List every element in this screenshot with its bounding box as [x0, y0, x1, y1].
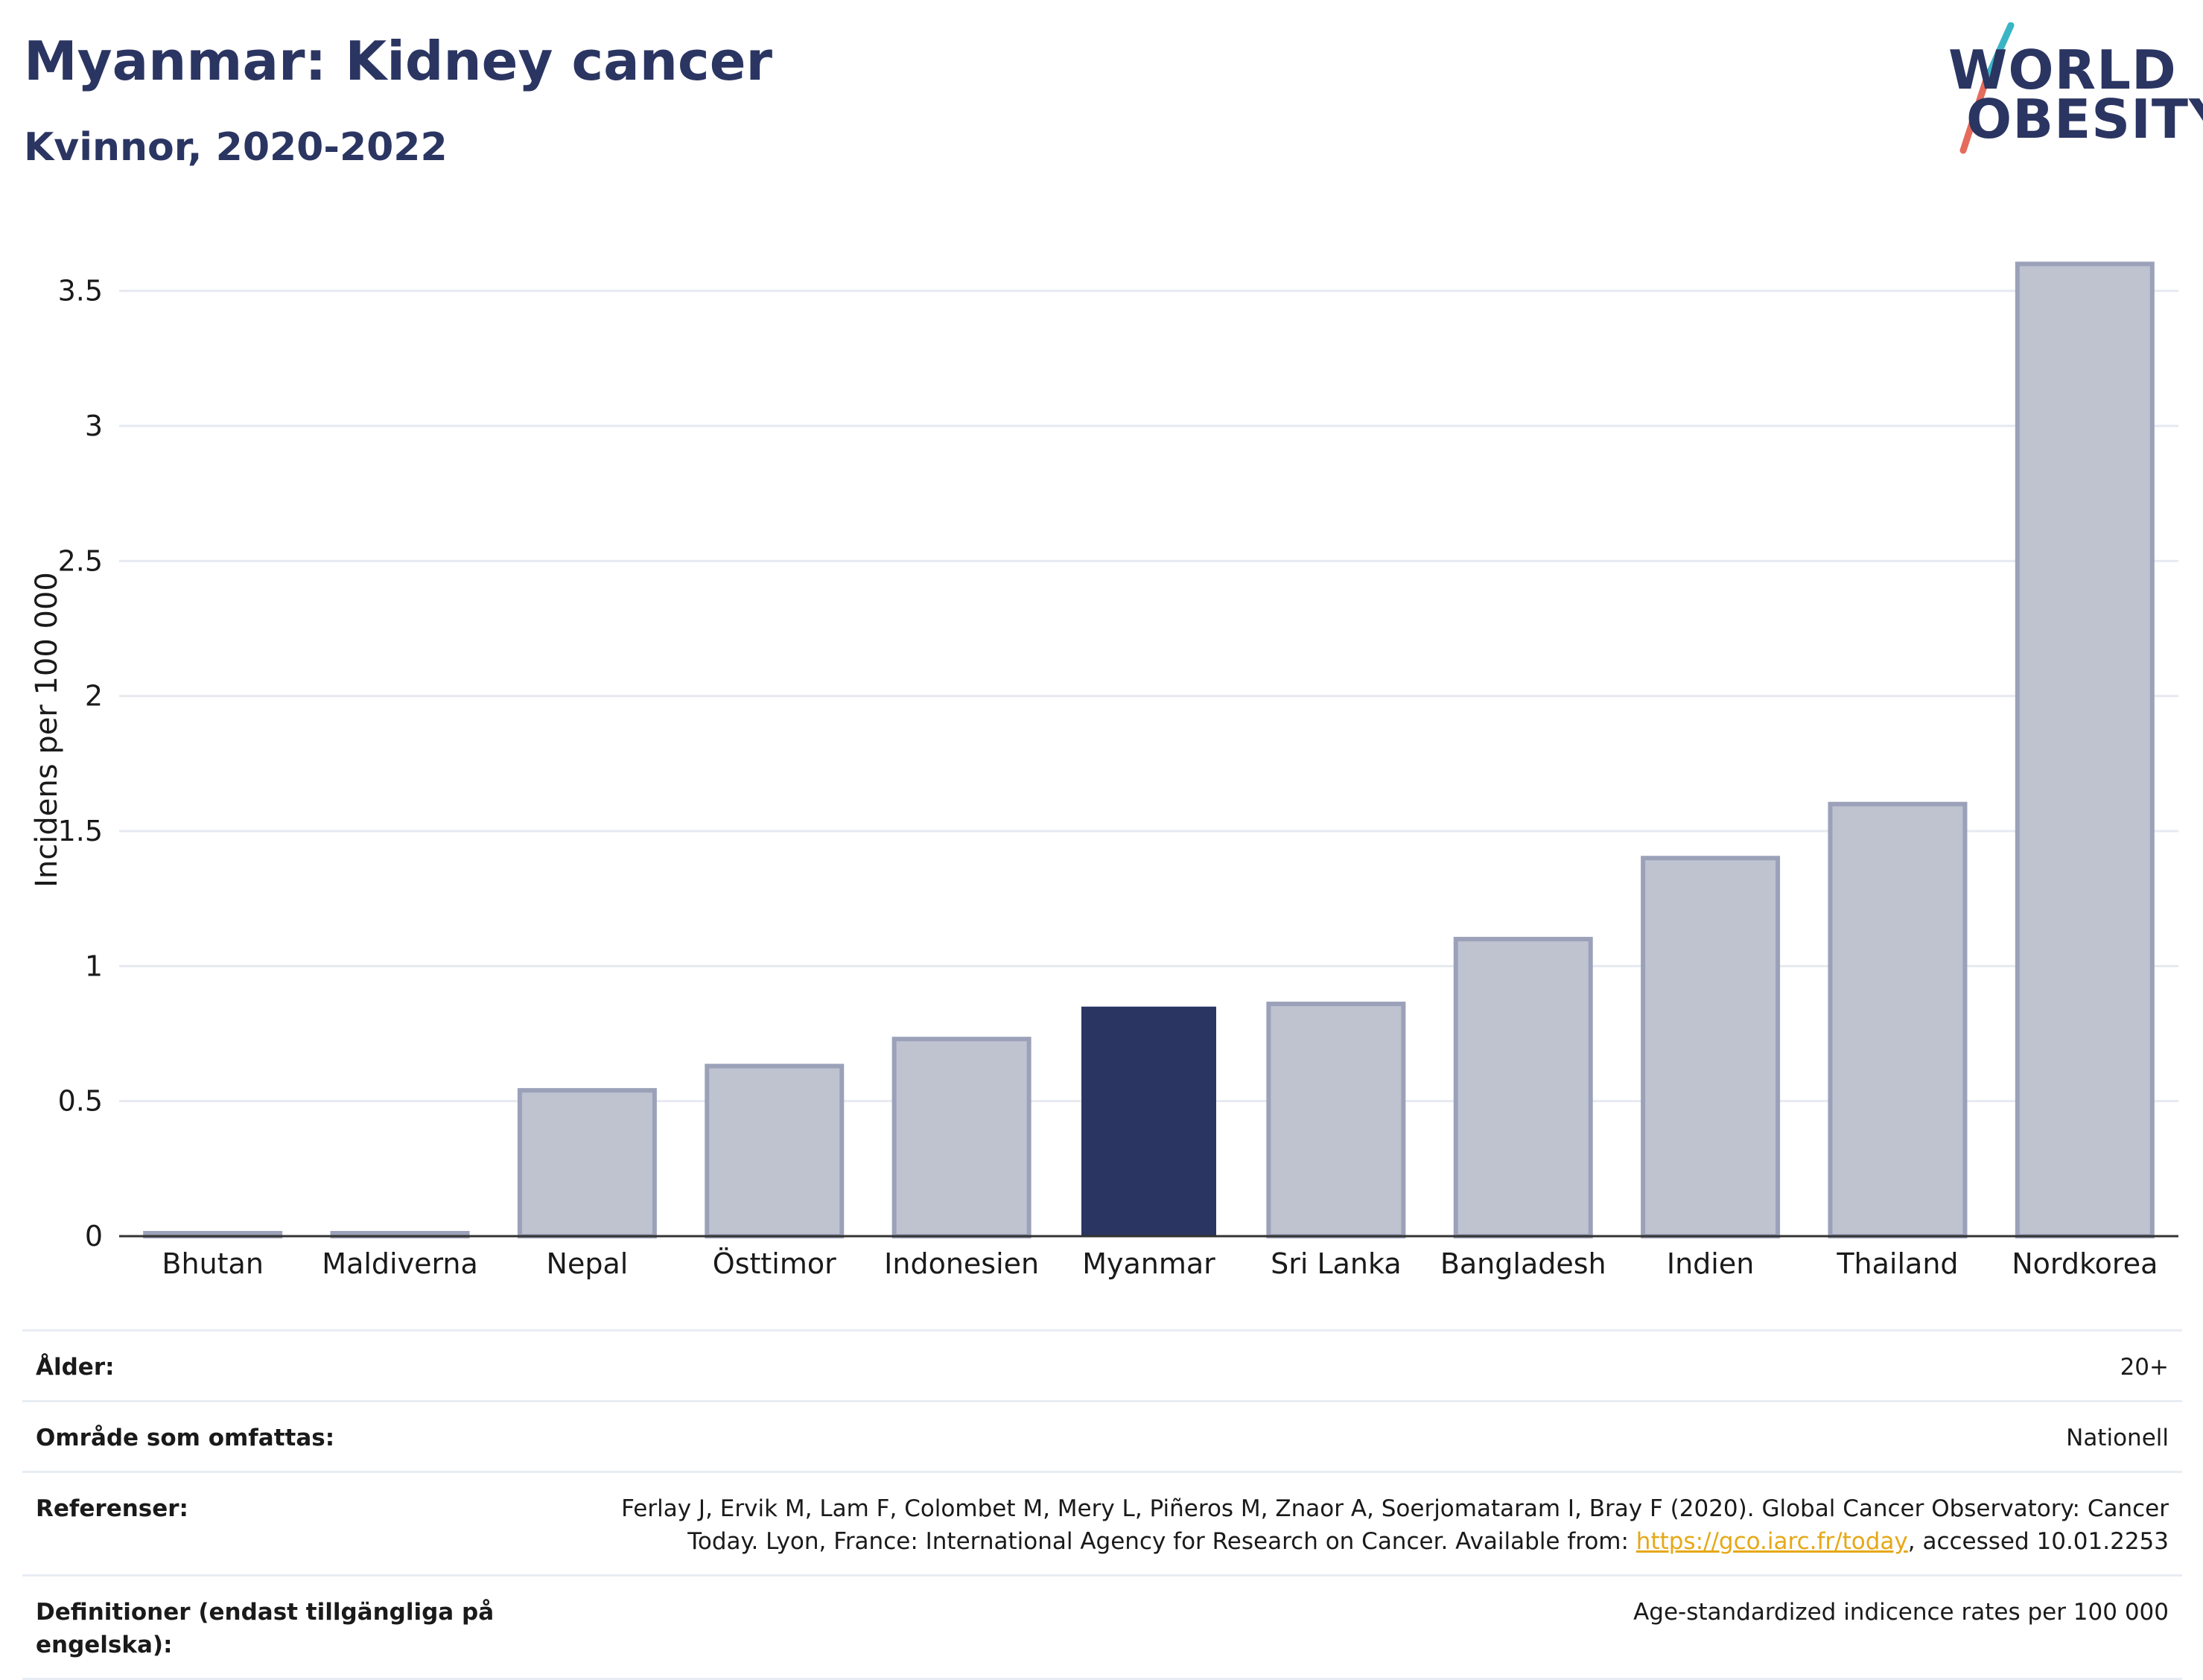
info-row-area: Område som omfattas: Nationell — [22, 1400, 2182, 1471]
bar — [1641, 856, 1781, 1238]
reference-link[interactable]: https://gco.iarc.fr/today — [1635, 1528, 1908, 1555]
x-tick-label: Bhutan — [162, 1247, 264, 1280]
info-value: Age-standardized indicence rates per 100… — [1633, 1599, 2169, 1626]
bar — [1266, 1002, 1406, 1239]
x-tick-label: Nepal — [547, 1247, 629, 1280]
x-tick-label: Myanmar — [1082, 1247, 1215, 1280]
bar-highlight — [1081, 1006, 1216, 1236]
world-obesity-logo: WORLD OBESITY — [1936, 22, 2203, 164]
info-value: Ferlay J, Ervik M, Lam F, Colombet M, Me… — [568, 1492, 2169, 1558]
x-tick-label: Bangladesh — [1440, 1247, 1606, 1280]
x-tick-label: Nordkorea — [2012, 1247, 2158, 1280]
y-tick-label: 1.5 — [58, 815, 103, 847]
bar — [2015, 261, 2155, 1238]
info-row-age: Ålder: 20+ — [22, 1329, 2182, 1400]
bar — [517, 1088, 657, 1239]
bar — [705, 1063, 845, 1239]
y-axis-title: Incidens per 100 000 — [30, 572, 64, 888]
y-tick-label: 2 — [85, 680, 103, 713]
bar — [891, 1037, 1031, 1238]
info-value: 20+ — [2120, 1354, 2169, 1381]
y-tick-label: 2.5 — [58, 544, 103, 577]
x-tick-label: Maldiverna — [322, 1247, 478, 1280]
bar — [1453, 937, 1593, 1238]
x-tick-label: Thailand — [1836, 1247, 1958, 1280]
info-label: Referenser: — [36, 1495, 188, 1522]
y-tick-label: 3.5 — [58, 275, 103, 308]
bars — [143, 261, 2155, 1239]
logo-line2: OBESITY — [1966, 88, 2203, 150]
y-tick-label: 0.5 — [58, 1085, 103, 1118]
x-tick-label: Östtimor — [713, 1247, 836, 1280]
y-tick-label: 3 — [85, 410, 103, 442]
logo-line1: WORLD — [1948, 39, 2177, 101]
info-row-references: Referenser: Ferlay J, Ervik M, Lam F, Co… — [22, 1471, 2182, 1574]
reference-text: Ferlay J, Ervik M, Lam F, Colombet M, Me… — [621, 1495, 2169, 1555]
chart-subtitle: Kvinnor, 2020-2022 — [24, 125, 448, 170]
info-label: Definitioner (endast tillgängliga på eng… — [36, 1599, 495, 1658]
x-tick-label: Sri Lanka — [1271, 1247, 1402, 1280]
bar-chart: 0 0.5 1 1.5 2 2.5 3 3.5 Bhutan Maldiverna Nepal Öst… — [30, 261, 2178, 1280]
info-value: Nationell — [2066, 1425, 2169, 1451]
y-tick-label: 0 — [85, 1220, 103, 1253]
axes: 0 0.5 1 1.5 2 2.5 3 3.5 Bhutan Maldiverna Nepal Öst… — [58, 275, 2178, 1280]
info-table: Ålder: 20+ Område som omfattas: Nationel… — [22, 1329, 2182, 1680]
x-tick-label: Indien — [1667, 1247, 1754, 1280]
logo-slash-icon — [1959, 22, 2015, 154]
chart-title: Myanmar: Kidney cancer — [24, 30, 773, 92]
x-tick-label: Indonesien — [884, 1247, 1039, 1280]
info-label: Område som omfattas: — [36, 1425, 335, 1451]
bar — [1828, 801, 1968, 1238]
reference-accessed: , accessed 10.01.2253 — [1907, 1528, 2169, 1555]
info-row-definitions: Definitioner (endast tillgängliga på eng… — [22, 1574, 2182, 1680]
info-label: Ålder: — [36, 1354, 115, 1381]
y-tick-label: 1 — [85, 949, 103, 982]
